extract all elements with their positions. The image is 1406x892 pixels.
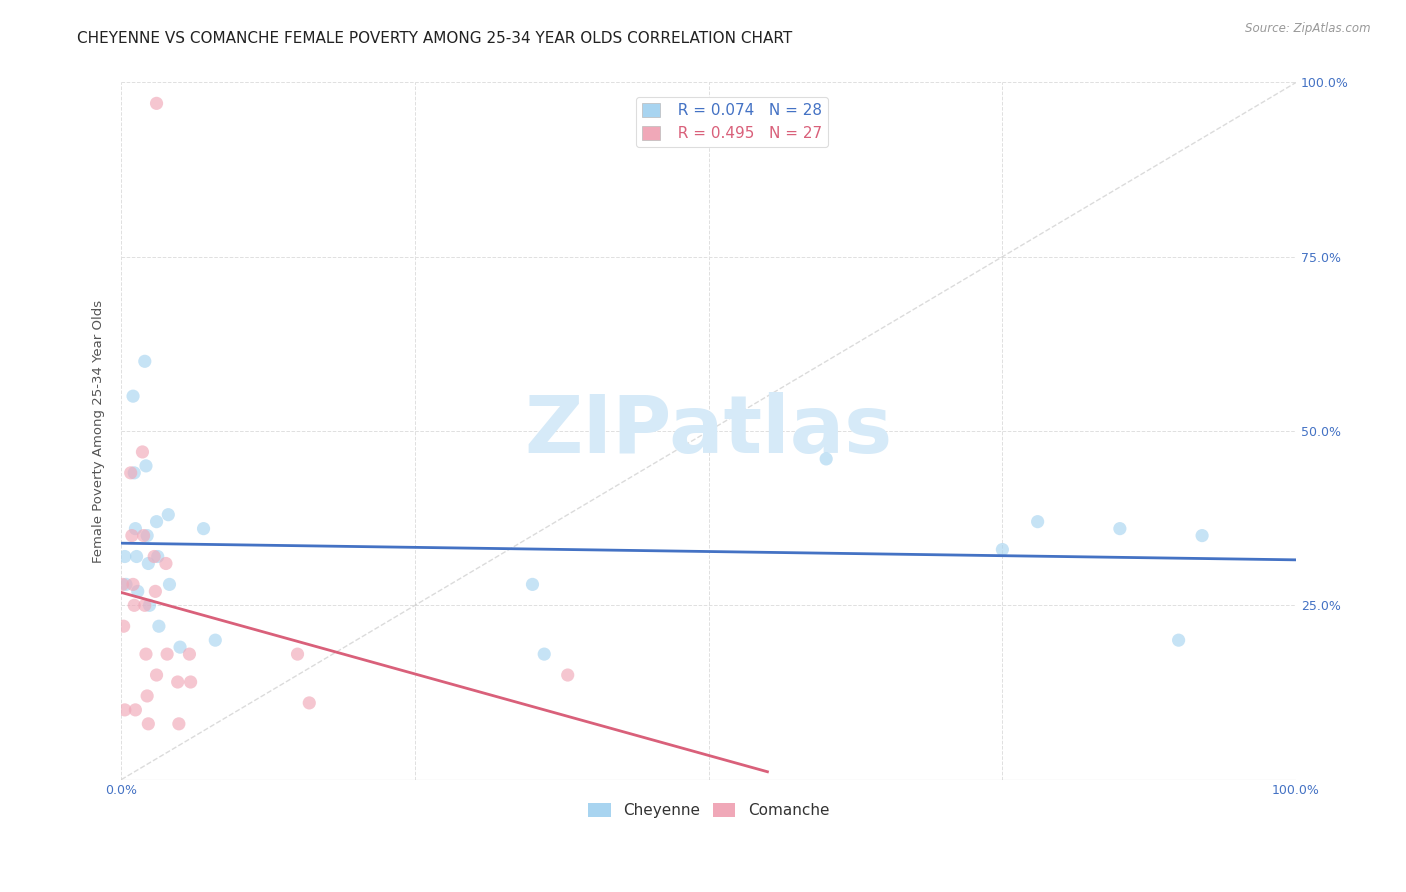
- Point: [131, 445, 153, 459]
- Point: [112, 619, 135, 633]
- Point: [122, 389, 145, 403]
- Y-axis label: Female Poverty Among 25-34 Year Olds: Female Poverty Among 25-34 Year Olds: [93, 300, 105, 563]
- Point: [136, 557, 159, 571]
- Text: Source: ZipAtlas.com: Source: ZipAtlas.com: [1246, 22, 1371, 36]
- Point: [1026, 515, 1049, 529]
- Point: [204, 633, 226, 648]
- Point: [125, 549, 148, 564]
- Point: [533, 647, 555, 661]
- Point: [146, 549, 169, 564]
- Point: [157, 508, 180, 522]
- Point: [132, 528, 155, 542]
- Text: CHEYENNE VS COMANCHE FEMALE POVERTY AMONG 25-34 YEAR OLDS CORRELATION CHART: CHEYENNE VS COMANCHE FEMALE POVERTY AMON…: [77, 31, 793, 46]
- Point: [143, 549, 166, 564]
- Point: [1167, 633, 1189, 648]
- Point: [136, 689, 159, 703]
- Point: [145, 584, 167, 599]
- Point: [159, 577, 181, 591]
- Point: [122, 577, 145, 591]
- Point: [124, 703, 146, 717]
- Point: [120, 466, 142, 480]
- Point: [991, 542, 1014, 557]
- Point: [1191, 528, 1213, 542]
- Point: [298, 696, 321, 710]
- Legend: Cheyenne, Comanche: Cheyenne, Comanche: [582, 797, 835, 824]
- Point: [145, 668, 167, 682]
- Point: [1108, 522, 1130, 536]
- Point: [145, 515, 167, 529]
- Point: [148, 619, 170, 633]
- Point: [815, 451, 838, 466]
- Point: [115, 577, 138, 591]
- Point: [135, 647, 157, 661]
- Point: [122, 466, 145, 480]
- Point: [180, 675, 202, 690]
- Text: ZIPatlas: ZIPatlas: [524, 392, 893, 470]
- Point: [166, 675, 188, 690]
- Point: [557, 668, 579, 682]
- Point: [167, 716, 190, 731]
- Point: [134, 354, 156, 368]
- Point: [135, 458, 157, 473]
- Point: [114, 549, 136, 564]
- Point: [169, 640, 191, 654]
- Point: [155, 557, 177, 571]
- Point: [138, 599, 160, 613]
- Point: [121, 528, 143, 542]
- Point: [134, 599, 156, 613]
- Point: [124, 522, 146, 536]
- Point: [179, 647, 201, 661]
- Point: [114, 703, 136, 717]
- Point: [122, 599, 145, 613]
- Point: [156, 647, 179, 661]
- Point: [193, 522, 215, 536]
- Point: [136, 528, 159, 542]
- Point: [111, 577, 134, 591]
- Point: [287, 647, 309, 661]
- Point: [145, 96, 167, 111]
- Point: [522, 577, 544, 591]
- Point: [127, 584, 149, 599]
- Point: [136, 716, 159, 731]
